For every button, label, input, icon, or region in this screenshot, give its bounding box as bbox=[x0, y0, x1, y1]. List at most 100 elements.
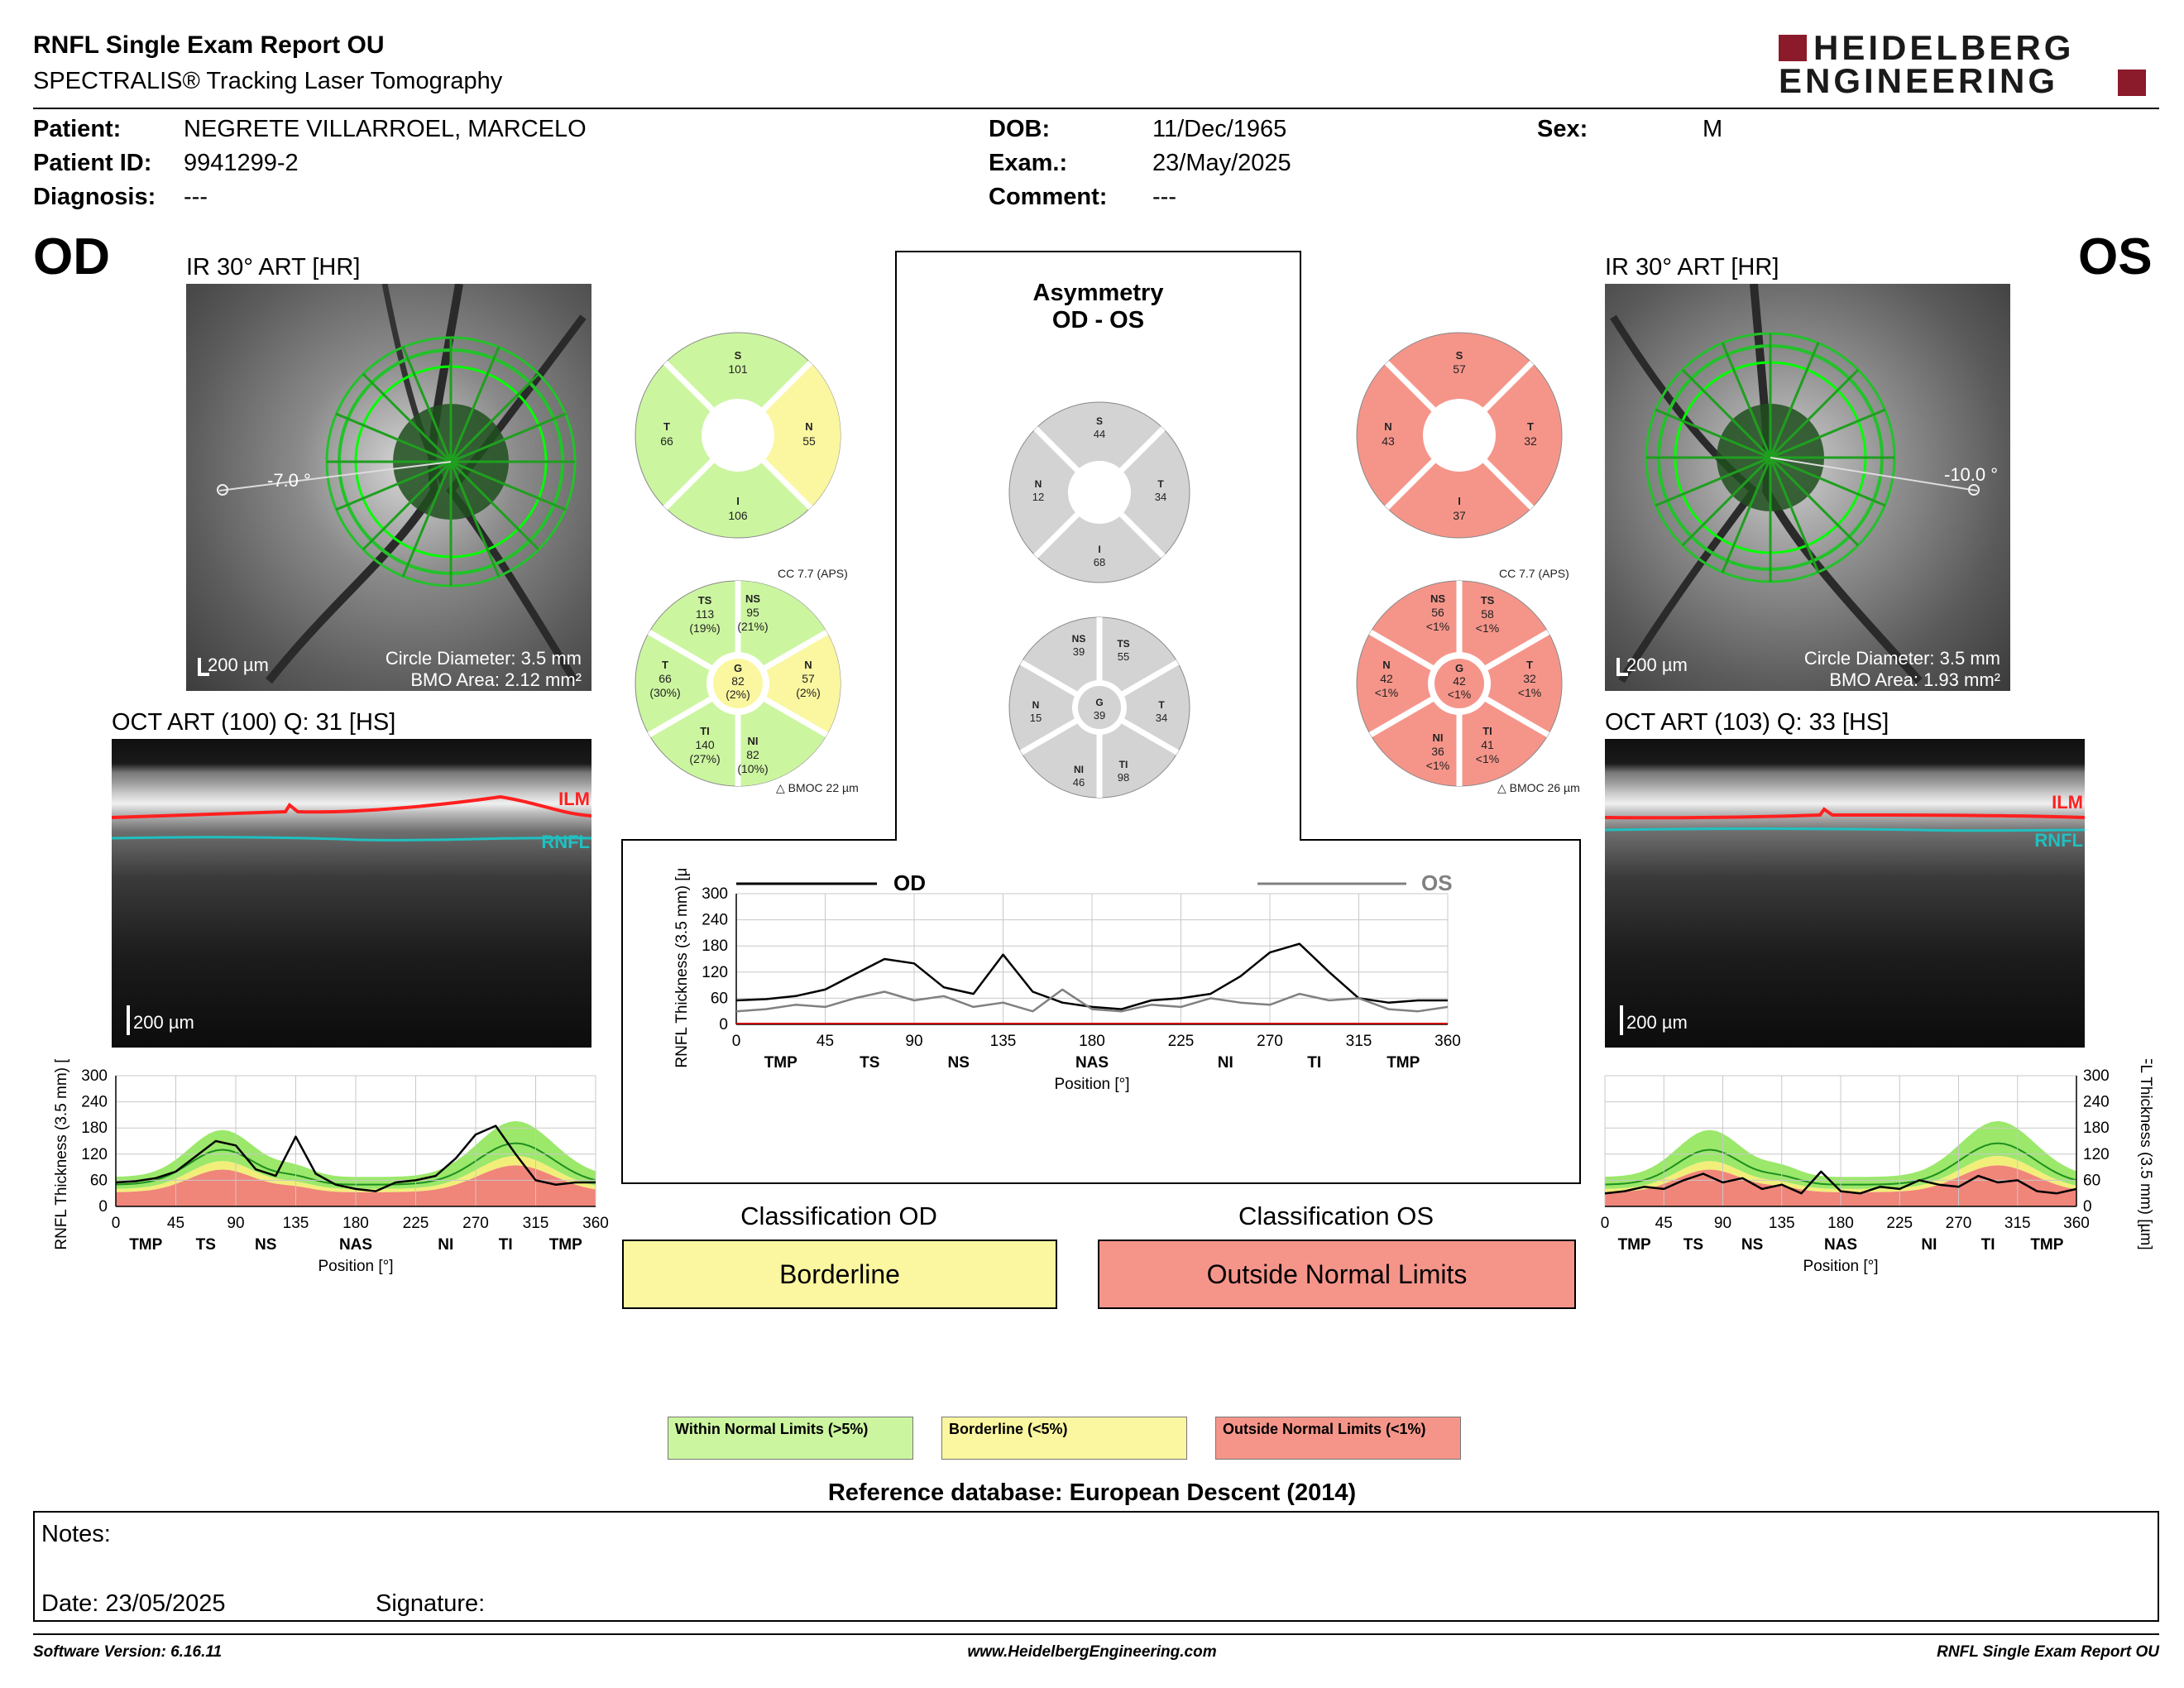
x-tick-label: 180 bbox=[1079, 1033, 1105, 1050]
os-bscan-image: ILM RNFL 200 µm bbox=[1605, 739, 2085, 1048]
svg-text:34: 34 bbox=[1156, 712, 1167, 724]
notes-box: Notes: Date: 23/05/2025 Signature: bbox=[33, 1511, 2159, 1622]
y-tick-label: 300 bbox=[702, 885, 728, 903]
os-cc-label: CC 7.7 (APS) bbox=[1499, 567, 1569, 580]
os-oct-scale: 200 µm bbox=[1626, 1012, 1688, 1033]
software-version: Software Version: 6.16.11 bbox=[33, 1643, 223, 1661]
od-ilm-label: ILM bbox=[558, 789, 590, 809]
od-q-s: 101 bbox=[728, 362, 748, 376]
sector-label: NAS bbox=[1075, 1054, 1109, 1072]
svg-text:58: 58 bbox=[1481, 607, 1494, 621]
x-tick-label: 180 bbox=[1827, 1215, 1854, 1232]
sector-label: NI bbox=[1921, 1236, 1937, 1254]
svg-text:T: T bbox=[663, 420, 670, 433]
os-circle-diameter: Circle Diameter: 3.5 mm bbox=[1803, 648, 2000, 669]
svg-text:TI: TI bbox=[700, 725, 710, 737]
svg-text:82: 82 bbox=[746, 748, 759, 761]
x-tick-label: 315 bbox=[523, 1215, 549, 1232]
svg-text:39: 39 bbox=[1073, 645, 1085, 658]
svg-text:36: 36 bbox=[1431, 745, 1444, 758]
classification-os-box: Outside Normal Limits bbox=[1098, 1240, 1576, 1309]
svg-text:(27%): (27%) bbox=[689, 752, 720, 765]
sector-label: TS bbox=[196, 1236, 216, 1254]
svg-text:TI: TI bbox=[1482, 725, 1492, 737]
sector-label: NS bbox=[1741, 1236, 1763, 1254]
od-rnfl-label: RNFL bbox=[541, 832, 590, 852]
x-axis-label: Position [°] bbox=[318, 1258, 393, 1275]
svg-text:N: N bbox=[1382, 659, 1390, 671]
legend-od-label: OD bbox=[893, 870, 926, 895]
x-tick-label: 315 bbox=[2004, 1215, 2031, 1232]
y-tick-label: 120 bbox=[81, 1146, 108, 1163]
svg-text:NI: NI bbox=[1074, 764, 1084, 775]
y-tick-label: 180 bbox=[2083, 1120, 2110, 1137]
sector-label: TMP bbox=[549, 1236, 582, 1254]
od-eye-label: OD bbox=[33, 228, 110, 285]
svg-text:66: 66 bbox=[659, 672, 672, 685]
svg-text:S: S bbox=[1096, 415, 1103, 427]
svg-text:44: 44 bbox=[1094, 428, 1105, 440]
os-ir-title: IR 30° ART [HR] bbox=[1605, 254, 1779, 281]
comment-label: Comment: bbox=[989, 184, 1108, 210]
od-bscan-image: ILM RNFL 200 µm bbox=[112, 739, 592, 1048]
sector-label: TMP bbox=[129, 1236, 162, 1254]
y-tick-label: 0 bbox=[98, 1198, 108, 1216]
website: www.HeidelbergEngineering.com bbox=[967, 1643, 1217, 1661]
os-sector-chart: NS 56 <1% TS 58 <1% T 32 <1% TI 41 <1% N… bbox=[1356, 580, 1563, 787]
svg-text:(19%): (19%) bbox=[689, 621, 720, 635]
sector-label: NI bbox=[1218, 1054, 1233, 1072]
signature-label: Signature: bbox=[376, 1590, 486, 1617]
svg-text:(2%): (2%) bbox=[726, 688, 750, 701]
svg-text:N: N bbox=[1035, 478, 1042, 490]
y-tick-label: 300 bbox=[81, 1067, 108, 1085]
od-q-t: 66 bbox=[660, 434, 673, 448]
classification-os-title: Classification OS bbox=[1238, 1201, 1434, 1230]
svg-text:55: 55 bbox=[1118, 650, 1129, 663]
series-line-OS bbox=[735, 988, 1449, 1013]
svg-text:S: S bbox=[1456, 349, 1463, 362]
y-axis-label: RNFL Thickness (3.5 mm) [µm] bbox=[53, 1059, 70, 1250]
patient-id: 9941299-2 bbox=[184, 150, 299, 176]
os-ir-scale: 200 µm bbox=[1626, 655, 1688, 675]
os-oct-title: OCT ART (103) Q: 33 [HS] bbox=[1605, 709, 1889, 736]
x-tick-label: 360 bbox=[2063, 1215, 2090, 1232]
svg-text:N: N bbox=[805, 420, 812, 433]
svg-text:113: 113 bbox=[696, 607, 715, 621]
x-tick-label: 135 bbox=[990, 1033, 1017, 1050]
date-label: Date: 23/05/2025 bbox=[41, 1590, 226, 1617]
svg-text:12: 12 bbox=[1032, 491, 1044, 503]
diagnosis-label: Diagnosis: bbox=[33, 184, 156, 210]
svg-text:82: 82 bbox=[731, 674, 745, 688]
svg-text:S: S bbox=[735, 349, 742, 362]
od-ir-scale: 200 µm bbox=[208, 655, 269, 675]
svg-text:34: 34 bbox=[1155, 491, 1166, 503]
os-bmo-area: BMO Area: 1.93 mm² bbox=[1829, 669, 2000, 690]
svg-text:140: 140 bbox=[695, 738, 715, 751]
svg-text:TS: TS bbox=[698, 594, 712, 607]
x-tick-label: 90 bbox=[1714, 1215, 1731, 1232]
legend-borderline: Borderline (<5%) bbox=[941, 1417, 1187, 1460]
svg-text:57: 57 bbox=[1453, 362, 1466, 376]
sector-label: TMP bbox=[2030, 1236, 2063, 1254]
classification-od-title: Classification OD bbox=[740, 1201, 937, 1230]
svg-text:<1%: <1% bbox=[1518, 686, 1541, 699]
svg-text:32: 32 bbox=[1524, 434, 1537, 448]
svg-text:I: I bbox=[736, 495, 740, 507]
svg-text:I: I bbox=[1458, 495, 1461, 507]
series-line-0 bbox=[115, 1125, 596, 1192]
svg-text:56: 56 bbox=[1431, 606, 1444, 619]
x-tick-label: 315 bbox=[1346, 1033, 1372, 1050]
svg-text:NS: NS bbox=[1072, 633, 1086, 645]
sector-label: NAS bbox=[339, 1236, 372, 1254]
svg-text:(2%): (2%) bbox=[796, 686, 821, 699]
comment-value: --- bbox=[1152, 184, 1176, 210]
svg-text:N: N bbox=[804, 659, 812, 671]
svg-text:68: 68 bbox=[1094, 556, 1105, 568]
od-ir-scale-bar bbox=[198, 658, 209, 676]
footer-divider bbox=[33, 1633, 2159, 1635]
x-tick-label: 45 bbox=[167, 1215, 184, 1232]
y-tick-label: 0 bbox=[719, 1016, 728, 1033]
y-tick-label: 120 bbox=[2083, 1146, 2110, 1163]
reference-database: Reference database: European Descent (20… bbox=[827, 1479, 1357, 1506]
